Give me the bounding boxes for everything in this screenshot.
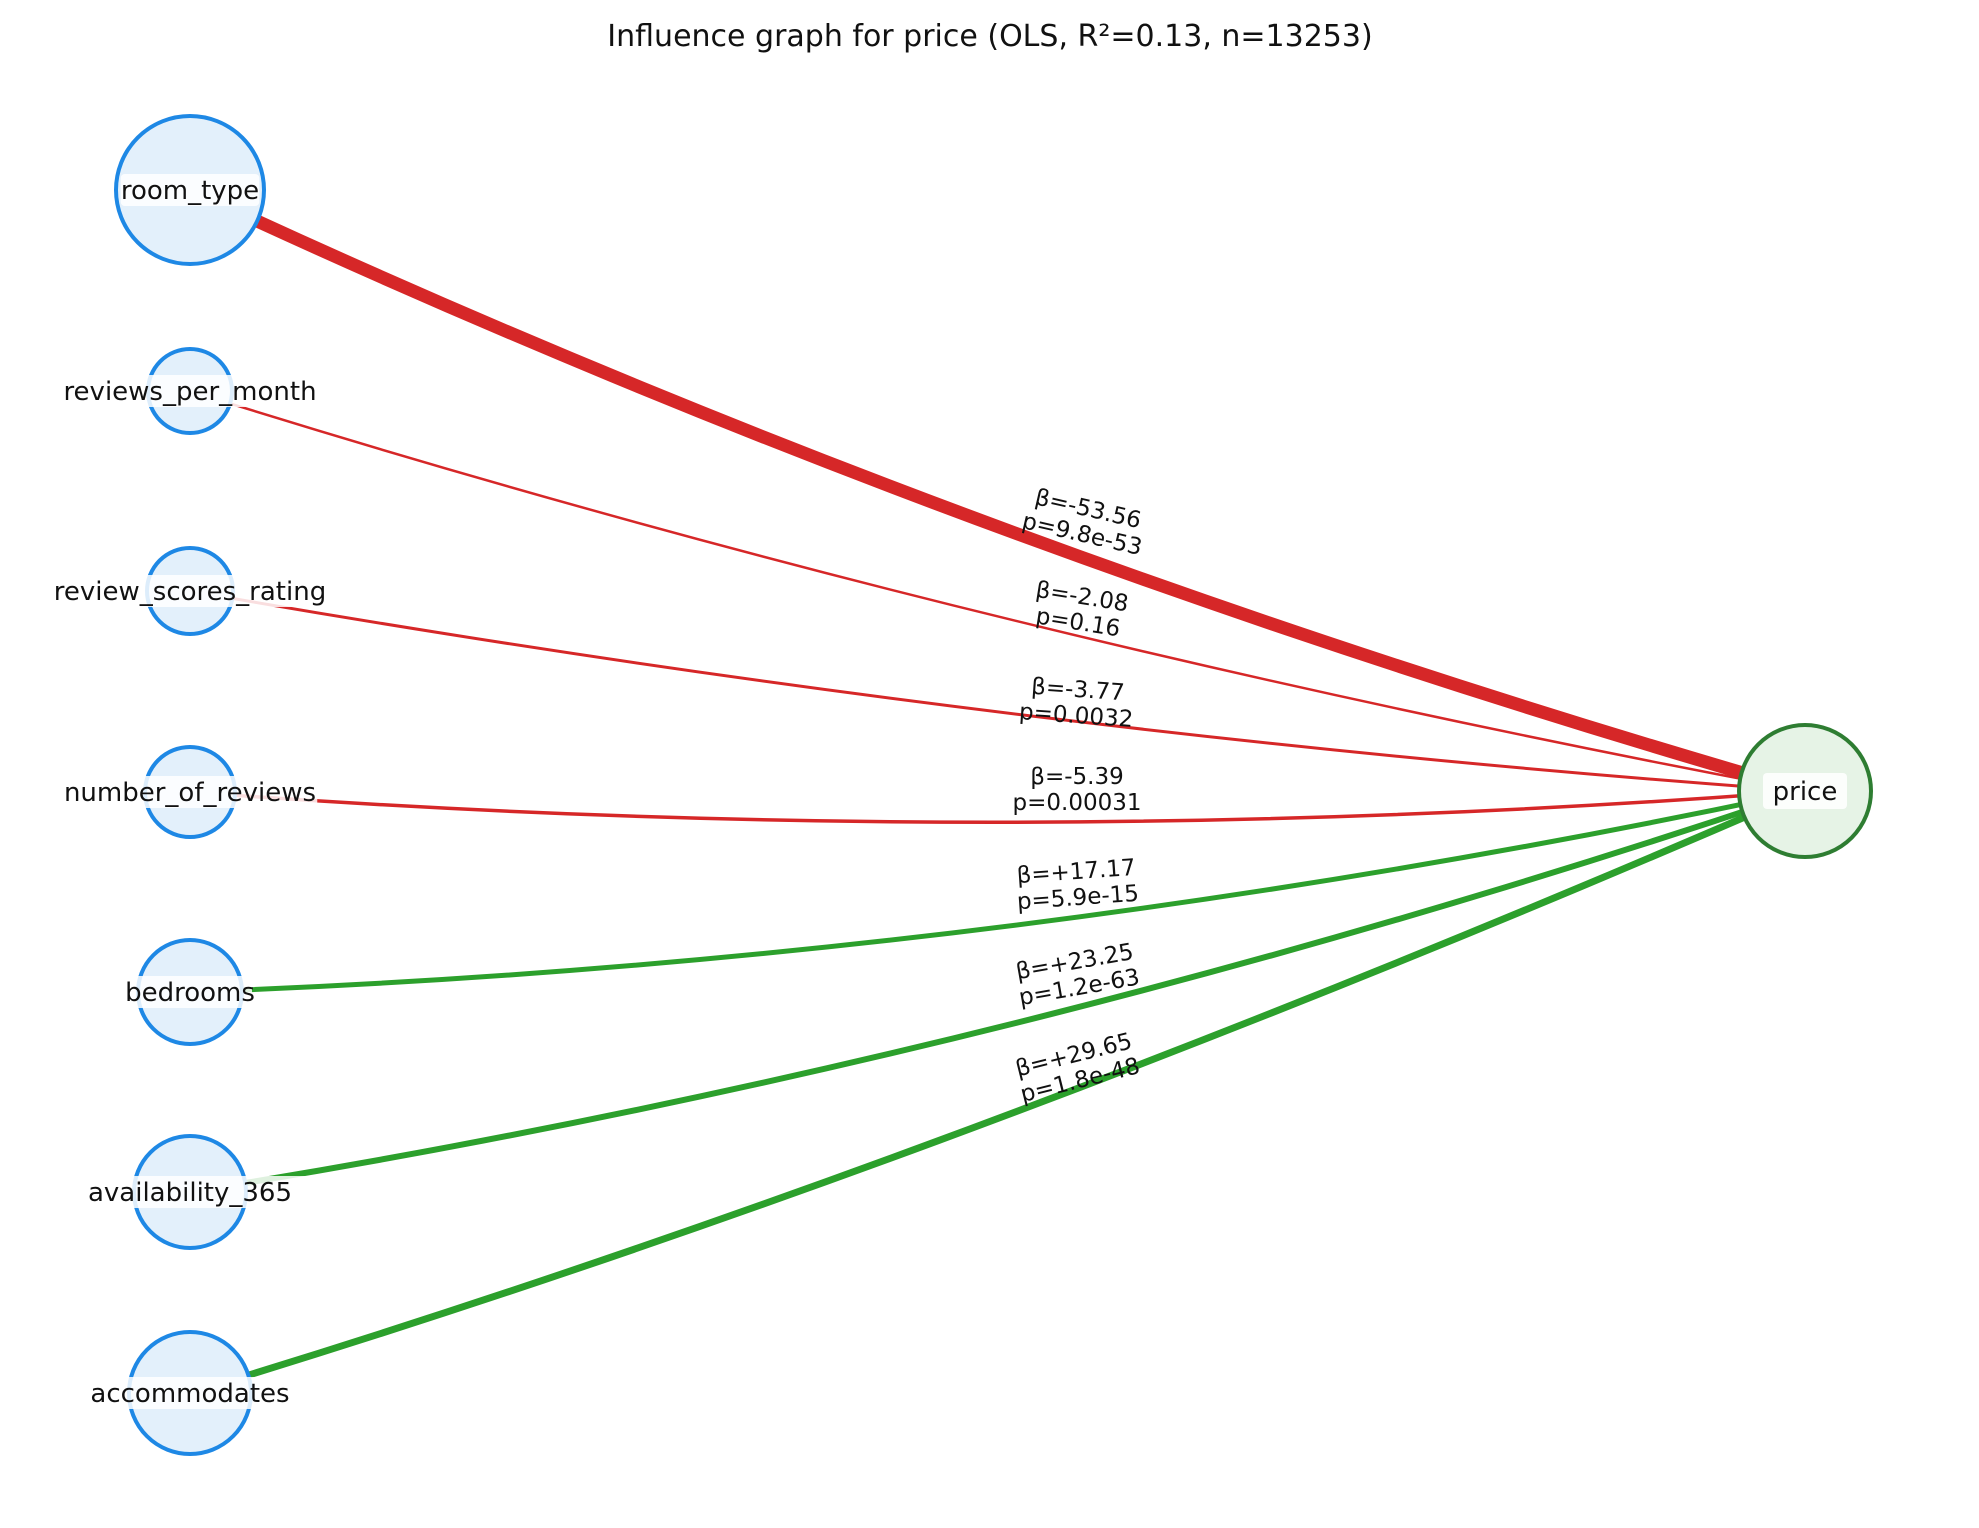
edge-label-accommodates: β=+29.65p=1.8e-48 <box>1013 1028 1143 1108</box>
beta-label-number-of-reviews: β=-5.39 <box>1030 764 1123 790</box>
node-label-bg <box>62 776 318 808</box>
node-label-bg <box>1763 773 1847 809</box>
node-label-bg <box>62 375 318 407</box>
node-target: price <box>1737 723 1873 859</box>
edge-label-availability-365: β=+23.25p=1.2e-63 <box>1014 939 1142 1011</box>
node-label-accommodates: accommodates <box>90 1379 289 1409</box>
edge-accommodates <box>188 787 1807 1397</box>
node-label-reviews-per-month: reviews_per_month <box>63 377 316 407</box>
node-reviews-per-month: reviews_per_month <box>62 347 318 435</box>
node-label-bg <box>41 575 339 607</box>
edges <box>187 184 1807 1397</box>
edge-label-reviews-per-month: β=-2.08p=0.16 <box>1034 577 1130 642</box>
nodes: room_type reviews_per_month review_scores_… <box>41 114 1873 1456</box>
edge-reviews-per-month <box>189 389 1806 793</box>
edge-label-number-of-reviews: β=-5.39p=0.00031 <box>1013 764 1142 816</box>
node-label-bg <box>99 1377 281 1409</box>
node-label-bg <box>70 1176 310 1208</box>
edge-number-of-reviews <box>189 789 1806 824</box>
node-label-room-type: room_type <box>121 176 259 206</box>
node-availability-365: availability_365 <box>70 1134 310 1250</box>
node-label-bg <box>120 174 260 206</box>
node-review-scores-rating: review_scores_rating <box>41 546 339 636</box>
node-label-review-scores-rating: review_scores_rating <box>54 577 326 607</box>
node-label-bedrooms: bedrooms <box>125 978 255 1008</box>
node-room-type: room_type <box>114 114 266 266</box>
node-label-number-of-reviews: number_of_reviews <box>64 778 316 808</box>
edge-label-room-type: β=-53.56p=9.8e-53 <box>1020 485 1145 562</box>
p-value-label-number-of-reviews: p=0.00031 <box>1013 790 1142 816</box>
edge-label-bedrooms: β=+17.17p=5.9e-15 <box>1016 855 1140 915</box>
node-bedrooms: bedrooms <box>125 938 255 1046</box>
edge-label-review-scores-rating: β=-3.77p=0.0032 <box>1018 674 1134 733</box>
edge-room-type <box>187 184 1807 798</box>
node-label-bg <box>128 976 252 1008</box>
edge-bedrooms <box>189 788 1806 995</box>
graph-title: Influence graph for price (OLS, R²=0.13,… <box>607 19 1372 54</box>
node-number-of-reviews: number_of_reviews <box>62 745 318 839</box>
edge-availability-365 <box>189 788 1806 1195</box>
node-accommodates: accommodates <box>90 1330 290 1456</box>
edge-review-scores-rating <box>189 589 1806 793</box>
target-node-label: price <box>1773 777 1838 807</box>
node-label-availability-365: availability_365 <box>88 1178 292 1208</box>
